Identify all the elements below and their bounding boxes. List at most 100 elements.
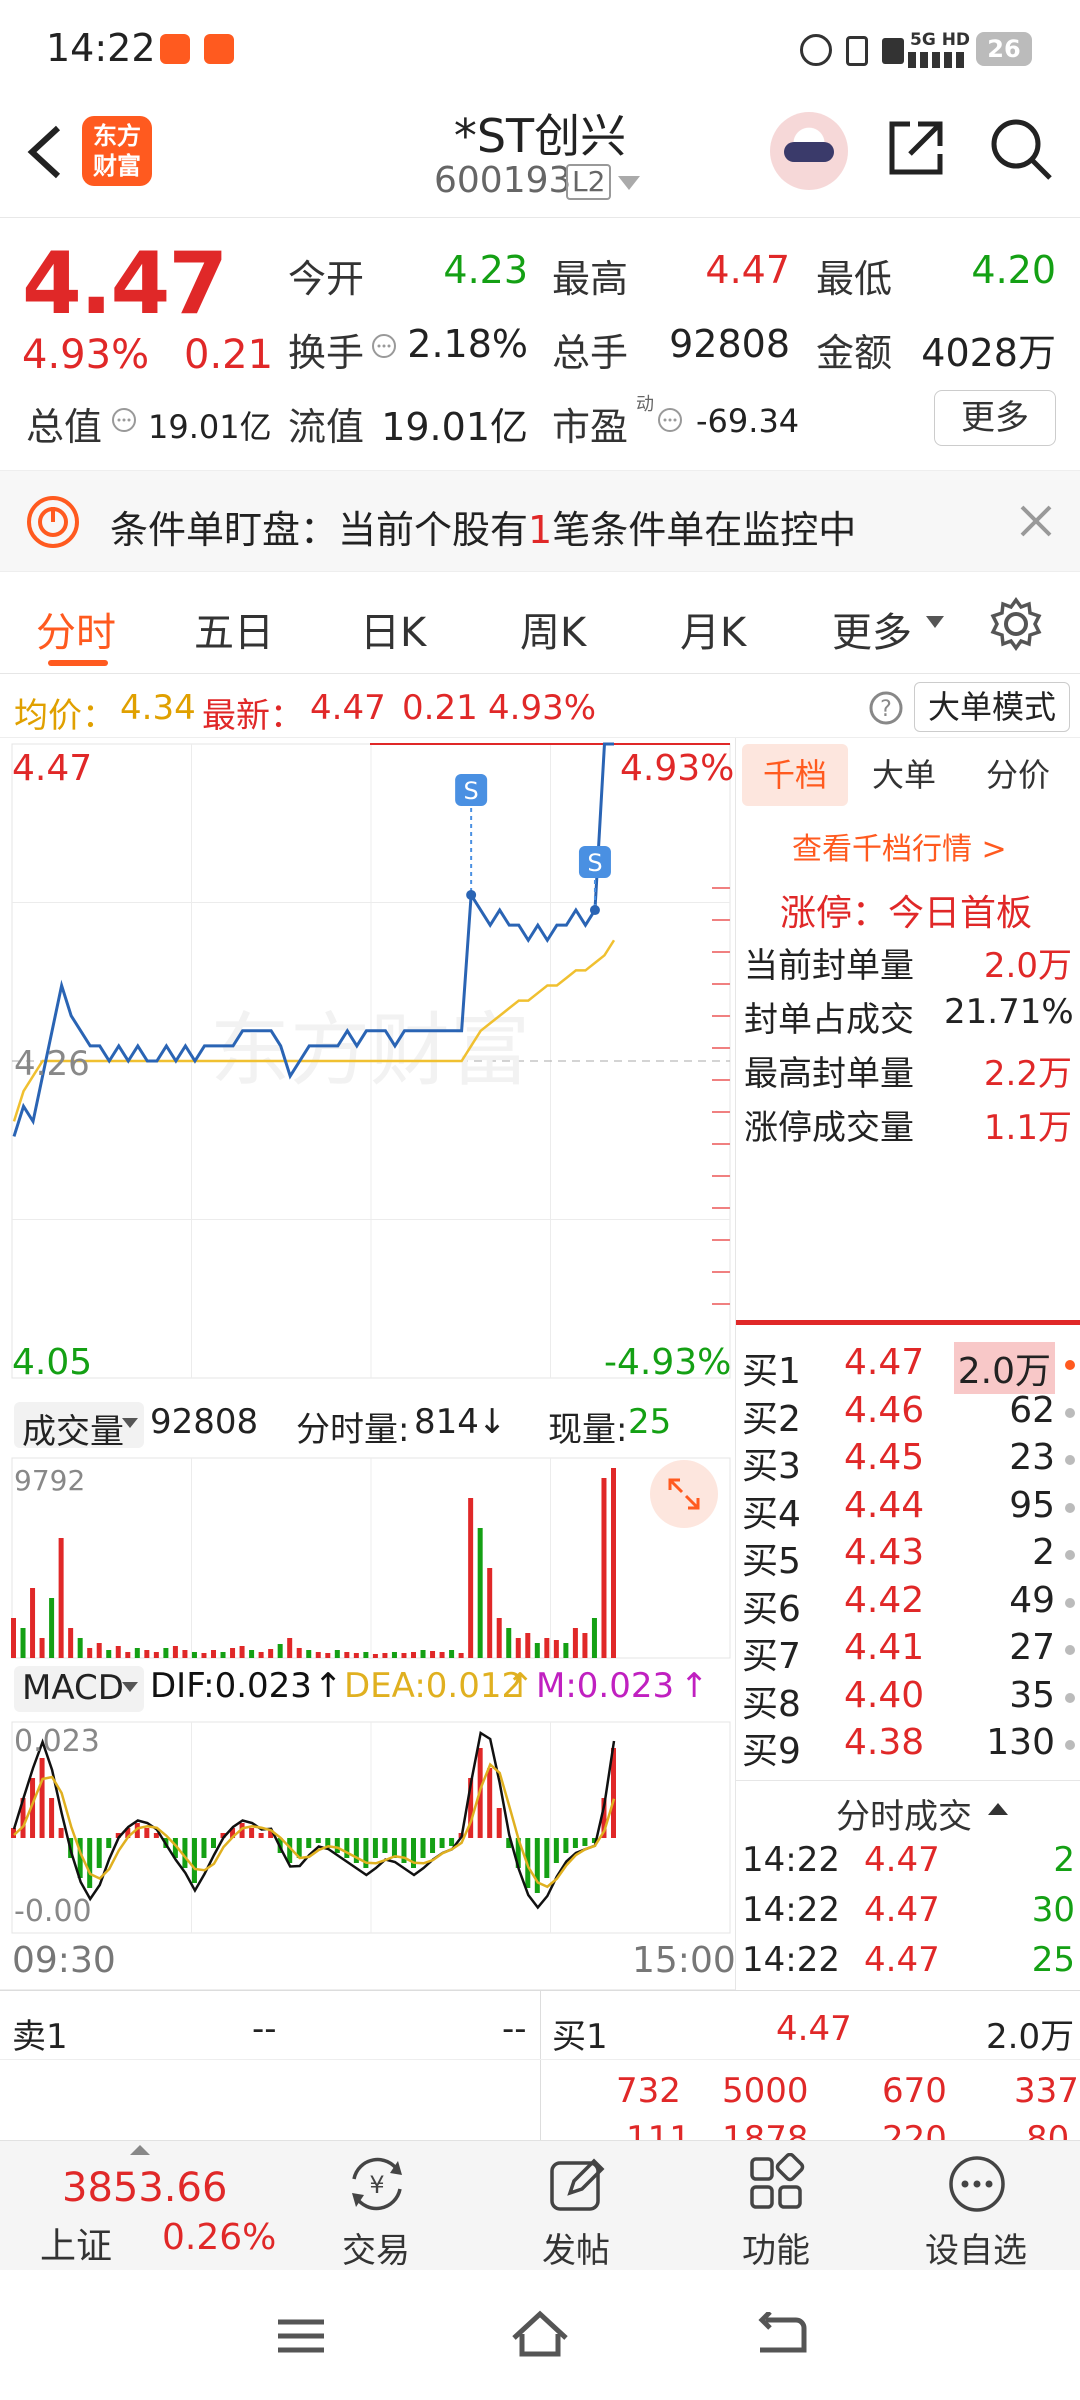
volume-bar — [58, 1538, 64, 1658]
tab-daily-k[interactable]: 日K — [360, 610, 427, 656]
volume-bar — [468, 1498, 474, 1658]
bid-level-volume: 2.0万 — [953, 1342, 1055, 1394]
macd-bar — [468, 1778, 474, 1838]
latest-pct: 4.93% — [488, 688, 597, 728]
tab-price-dist[interactable]: 分价 — [986, 756, 1051, 794]
bid-level-row[interactable]: 买8 4.40 35 — [736, 1675, 1080, 1725]
tab-more[interactable]: 更多 — [832, 610, 912, 656]
volume-bar — [163, 1648, 169, 1658]
volume-bar — [534, 1643, 540, 1658]
assistant-avatar-icon[interactable] — [770, 112, 848, 190]
eastmoney-logo[interactable]: 东方 财富 — [82, 116, 152, 186]
tab-monthly-k[interactable]: 月K — [680, 610, 747, 656]
volume-bar — [258, 1652, 264, 1658]
home-icon[interactable] — [510, 2310, 570, 2360]
index-ticker[interactable]: 3853.66 上证 0.26% — [0, 2141, 280, 2271]
bid-level-volume: 2 — [1032, 1532, 1055, 1573]
macd-bar — [49, 1798, 55, 1838]
alarm-icon — [800, 34, 832, 66]
chevron-down-icon[interactable] — [926, 616, 944, 630]
price-summary-bar: 均价： 4.34 最新： 4.47 0.21 4.93% ? 大单模式 — [0, 676, 1080, 738]
back-nav-icon[interactable] — [754, 2312, 808, 2358]
volume-bar — [601, 1478, 607, 1658]
search-icon[interactable] — [988, 116, 1054, 182]
more-button[interactable]: 更多 — [934, 390, 1056, 446]
bid-level-row[interactable]: 买6 4.42 49 — [736, 1580, 1080, 1630]
tab-five-day[interactable]: 五日 — [194, 610, 274, 656]
level2-badge[interactable]: L2 — [566, 164, 612, 200]
volume-bar — [525, 1633, 531, 1658]
more-dots-icon — [949, 2156, 1005, 2212]
bid-level-row[interactable]: 买9 4.38 130 — [736, 1722, 1080, 1772]
sell1-price: -- — [252, 2009, 277, 2049]
volume-bar — [230, 1648, 236, 1658]
bid-level-row[interactable]: 买1 4.47 2.0万 — [736, 1342, 1080, 1394]
tab-weekly-k[interactable]: 周K — [520, 610, 587, 656]
nav-post[interactable]: 发帖 — [476, 2141, 676, 2271]
macd-bar — [515, 1838, 521, 1868]
bid-level-row[interactable]: 买2 4.46 62 — [736, 1390, 1080, 1440]
share-icon[interactable] — [884, 118, 946, 180]
volume-label: 总手 — [552, 331, 629, 375]
tab-big-order[interactable]: 大单 — [872, 756, 937, 794]
macd-bar — [258, 1833, 264, 1838]
info-icon[interactable] — [370, 332, 398, 360]
bid-level-label: 买1 — [742, 1351, 801, 1392]
now-volume-label: 现量: — [548, 1410, 628, 1450]
condition-order-alert[interactable]: 条件单盯盘：当前个股有1笔条件单在监控中 — [0, 470, 1080, 572]
tick-time: 14:22 — [742, 1840, 840, 1880]
bid-level-row[interactable]: 买4 4.44 95 — [736, 1485, 1080, 1535]
intraday-chart[interactable]: 东方财富 S S — [0, 738, 735, 1990]
sell1-label: 卖1 — [12, 2017, 68, 2057]
nav-trade[interactable]: ¥ 交易 — [276, 2141, 476, 2271]
help-icon[interactable]: ? — [868, 690, 904, 726]
volume-bar — [39, 1638, 45, 1658]
bid-level-volume: 27 — [1009, 1627, 1055, 1668]
tab-indicator — [48, 660, 108, 666]
macd-bar — [306, 1838, 312, 1848]
buy1-label: 买1 — [552, 2017, 608, 2057]
tab-thousand-level[interactable]: 千档 — [742, 744, 848, 806]
gear-icon[interactable] — [988, 596, 1044, 652]
back-icon[interactable] — [22, 122, 66, 182]
level-dot-icon — [1065, 1360, 1075, 1370]
close-icon[interactable] — [1016, 501, 1056, 541]
bid-level-row[interactable]: 买5 4.43 2 — [736, 1532, 1080, 1582]
chevron-down-icon[interactable] — [618, 176, 640, 192]
stat-value: 1.1万 — [983, 1108, 1072, 1148]
info-icon[interactable] — [656, 406, 684, 434]
big-order-mode-button[interactable]: 大单模式 — [914, 682, 1070, 732]
indicator-selector[interactable]: MACD — [14, 1666, 144, 1712]
order-book-panel: 千档 大单 分价 查看千档行情 > 涨停：今日首板 当前封单量 2.0万 封单占… — [735, 738, 1080, 1990]
view-thousand-level-link[interactable]: 查看千档行情 > — [792, 832, 1007, 867]
signal-point — [589, 905, 600, 916]
bid-level-row[interactable]: 买7 4.41 27 — [736, 1627, 1080, 1677]
chevron-up-icon — [988, 1803, 1008, 1815]
volume-selector[interactable]: 成交量 — [14, 1402, 144, 1452]
macd-bar — [287, 1838, 293, 1863]
nav-add-watchlist[interactable]: 设自选 — [876, 2141, 1076, 2271]
volume-bar — [239, 1646, 245, 1658]
menu-icon[interactable] — [276, 2316, 326, 2356]
volume-bar — [411, 1652, 416, 1658]
macd-bar — [106, 1838, 112, 1848]
tab-intraday[interactable]: 分时 — [36, 610, 116, 656]
bid-level-label: 买4 — [742, 1493, 801, 1535]
bid-level-row[interactable]: 买3 4.45 23 — [736, 1437, 1080, 1487]
macd-bar — [391, 1838, 397, 1858]
macd-dea-arrow: ↑ — [506, 1666, 535, 1706]
volume-bar — [401, 1653, 407, 1658]
macd-bar — [553, 1838, 559, 1863]
queue-value: 337 — [1014, 2071, 1079, 2111]
bid-level-volume: 130 — [986, 1722, 1055, 1763]
ticks-header[interactable]: 分时成交 — [736, 1780, 1080, 1840]
volume-bar — [344, 1652, 350, 1658]
book-divider — [540, 1991, 541, 2141]
nav-functions[interactable]: 功能 — [676, 2141, 876, 2271]
info-icon[interactable] — [110, 406, 138, 434]
expand-button[interactable] — [650, 1460, 718, 1528]
low-label: 最低 — [816, 257, 893, 301]
volume-bar — [20, 1628, 26, 1658]
svg-text:?: ? — [880, 697, 892, 722]
